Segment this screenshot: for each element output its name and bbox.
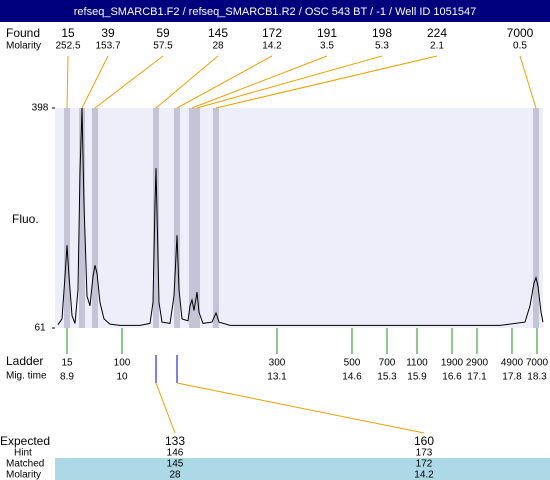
ladder-size: 100: [114, 358, 131, 369]
peak-band: [213, 108, 219, 328]
expected-connector: [155, 382, 176, 434]
matched-label: Matched: [6, 459, 44, 470]
found-molarity: 2.1: [430, 41, 444, 52]
ladder-size: 1100: [406, 358, 428, 369]
ladder-size: 15: [61, 358, 73, 369]
ladder-mig-time: 15.3: [377, 372, 397, 383]
found-molarity: 28: [212, 41, 224, 52]
found-molarity: 3.5: [320, 41, 334, 52]
found-size: 15: [61, 26, 75, 40]
found-size: 7000: [507, 26, 534, 40]
ladder-size: 7000: [526, 358, 549, 369]
chart-title: refseq_SMARCB1.F2 / refseq_SMARCB1.R2 / …: [74, 6, 477, 18]
ladder-mig-time: 15.9: [407, 372, 427, 383]
ladder-mig-time: 14.6: [342, 372, 362, 383]
peak-band: [79, 108, 85, 328]
matched-band: [55, 458, 550, 480]
peak-band: [194, 108, 200, 328]
found-connector: [196, 55, 383, 109]
ladder-label: Ladder: [6, 354, 43, 368]
found-connector: [155, 55, 219, 109]
ladder-mig-time: 17.1: [467, 372, 487, 383]
expected-connector: [176, 382, 425, 434]
y-tick-label: 61: [34, 323, 46, 334]
trace-line: [57, 107, 544, 326]
hint-size: 173: [416, 448, 433, 459]
ladder-mig-time: 18.3: [527, 372, 547, 383]
peak-band: [64, 108, 70, 328]
hint-label: Hint: [14, 448, 32, 459]
matched-molarity: 28: [169, 470, 181, 480]
found-size: 191: [317, 26, 337, 40]
found-connector: [81, 55, 109, 109]
found-size: 145: [208, 26, 228, 40]
ladder-mig-time: 16.6: [442, 372, 462, 383]
peak-band: [189, 108, 195, 328]
expected-size: 160: [414, 434, 434, 448]
found-molarity: 252.5: [55, 41, 80, 52]
ladder-mig-time: 10: [116, 372, 128, 383]
ladder-size: 500: [344, 358, 361, 369]
ladder-size: 700: [379, 358, 396, 369]
found-connector: [215, 55, 438, 109]
found-molarity: 57.5: [153, 41, 173, 52]
matched-molarity: 14.2: [414, 470, 434, 480]
peak-band: [92, 108, 98, 328]
found-size: 172: [262, 26, 282, 40]
ladder-size: 1900: [441, 358, 464, 369]
hint-size: 146: [167, 448, 184, 459]
found-molarity: 5.3: [375, 41, 389, 52]
y-axis-label: Fluo.: [12, 212, 39, 226]
found-connector: [94, 55, 164, 109]
expected-size: 133: [165, 434, 185, 448]
found-connector: [191, 55, 328, 109]
ladder-mig-time: 8.9: [60, 372, 74, 383]
found-label: Found: [6, 26, 40, 40]
mig-time-label: Mig. time: [6, 371, 47, 382]
found-molarity: 0.5: [513, 41, 527, 52]
found-connector: [66, 55, 69, 109]
matched-size: 172: [416, 459, 433, 470]
peak-band: [174, 108, 180, 328]
y-tick-label: 398: [32, 103, 49, 114]
found-connector: [176, 55, 273, 109]
found-size: 198: [372, 26, 392, 40]
ladder-size: 4900: [501, 358, 524, 369]
found-molarity: 153.7: [95, 41, 120, 52]
matched-size: 145: [167, 459, 184, 470]
plot-area: [55, 108, 543, 328]
found-molarity: 14.2: [262, 41, 282, 52]
molarity-label: Molarity: [6, 470, 41, 480]
found-size: 224: [427, 26, 447, 40]
title-bar: [0, 0, 550, 22]
ladder-mig-time: 13.1: [267, 372, 287, 383]
found-size: 59: [156, 26, 170, 40]
ladder-size: 300: [269, 358, 286, 369]
peak-band: [533, 108, 539, 328]
ladder-mig-time: 17.8: [502, 372, 522, 383]
found-size: 39: [101, 26, 115, 40]
ladder-size: 2900: [466, 358, 489, 369]
peak-band: [153, 108, 159, 328]
found-molarity-label: Molarity: [6, 41, 41, 52]
expected-label: Expected: [0, 434, 50, 448]
found-connector: [519, 55, 537, 109]
